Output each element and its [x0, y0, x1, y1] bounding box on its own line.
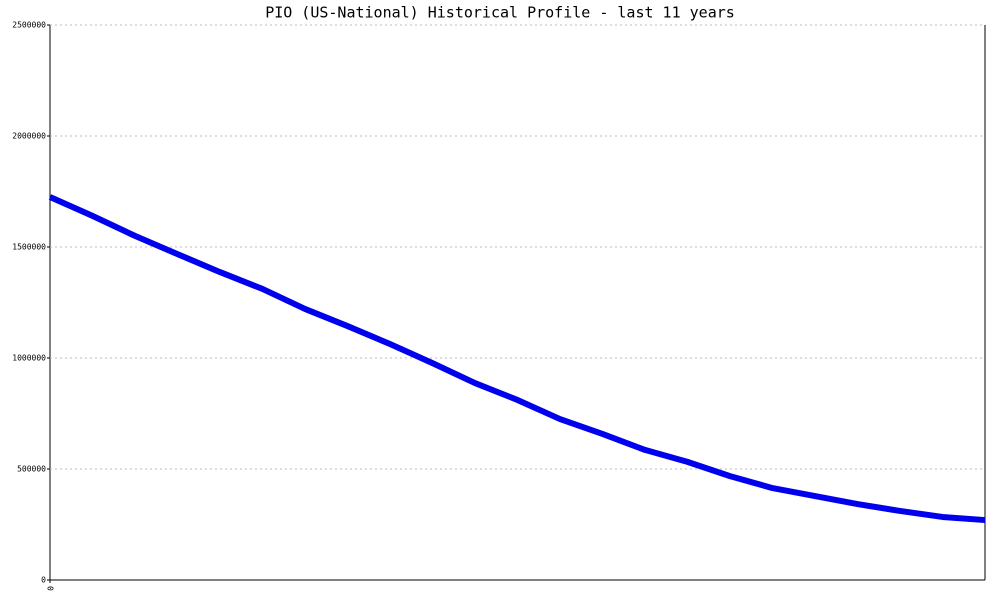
y-tick-label: 2500000 [12, 21, 46, 30]
y-tick-label: 2000000 [12, 132, 46, 141]
series-line [48, 194, 986, 524]
chart-title: PIO (US-National) Historical Profile - l… [265, 4, 735, 22]
y-tick-label: 1000000 [12, 354, 46, 363]
y-tick-label: 1500000 [12, 243, 46, 252]
y-tick-label: 0 [41, 576, 46, 585]
y-tick-label: 500000 [17, 465, 46, 474]
x-tick-label: 0 [46, 586, 55, 591]
